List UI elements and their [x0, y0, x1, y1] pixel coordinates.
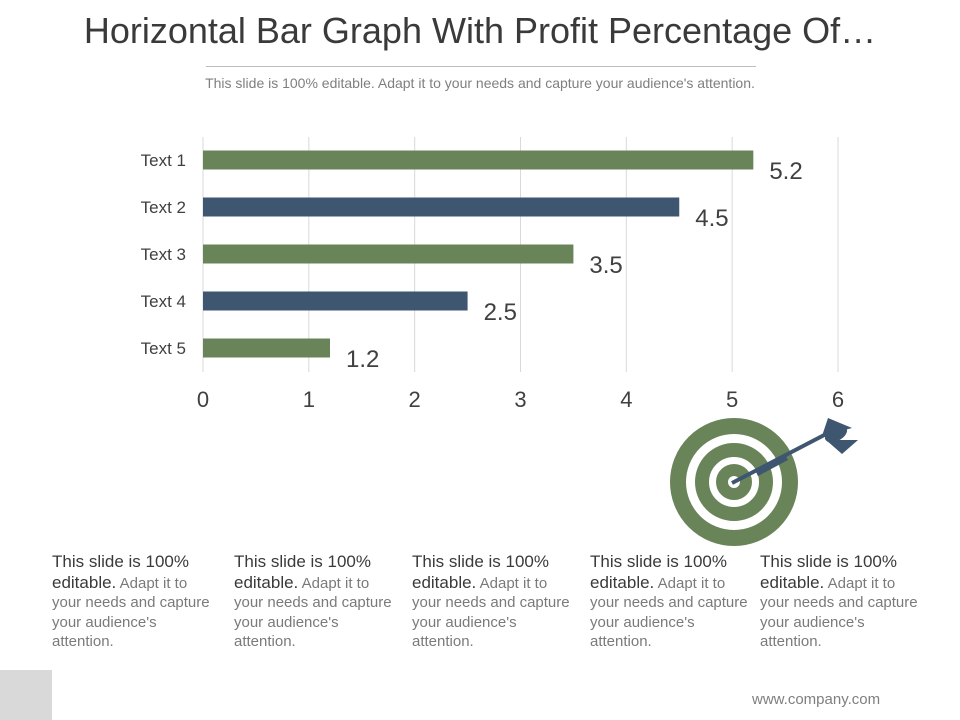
text-block-lead: This slide is 100% editable. [760, 552, 898, 592]
category-label: Text 5 [141, 339, 186, 358]
x-tick-label: 4 [620, 387, 632, 412]
text-block-body: Adapt it to your needs and capture your … [52, 574, 210, 651]
title-divider [206, 66, 756, 67]
dart-icon [731, 418, 858, 485]
data-label: 1.2 [346, 346, 379, 373]
category-label: Text 1 [141, 151, 186, 170]
bar [203, 291, 468, 311]
text-block-lead: This slide is 100% editable. [234, 552, 372, 592]
bar [203, 338, 330, 358]
x-tick-label: 6 [832, 387, 844, 412]
target-ring-outer [670, 418, 798, 546]
bar [203, 244, 574, 264]
text-block-2: This slide is 100% editable. Adapt it to… [234, 552, 394, 652]
data-label: 4.5 [695, 205, 728, 232]
slide-subtitle: This slide is 100% editable. Adapt it to… [205, 75, 755, 91]
x-tick-label: 3 [514, 387, 526, 412]
slide-title: Horizontal Bar Graph With Profit Percent… [83, 10, 877, 51]
bar [203, 150, 754, 170]
text-block-lead: This slide is 100% editable. [412, 552, 550, 592]
text-block-1: This slide is 100% editable. Adapt it to… [52, 552, 212, 652]
data-label: 5.2 [769, 158, 802, 185]
category-label: Text 3 [141, 245, 186, 264]
text-block-5: This slide is 100% editable. Adapt it to… [760, 552, 920, 652]
text-block-body: Adapt it to your needs and capture your … [590, 574, 748, 651]
text-blocks: This slide is 100% editable. Adapt it to… [0, 552, 960, 662]
data-label: 3.5 [589, 252, 622, 279]
category-label: Text 2 [141, 198, 186, 217]
text-block-lead: This slide is 100% editable. [590, 552, 728, 592]
x-tick-label: 2 [409, 387, 421, 412]
text-block-3: This slide is 100% editable. Adapt it to… [412, 552, 572, 652]
text-block-lead: This slide is 100% editable. [52, 552, 190, 592]
target-ring-inner [716, 464, 752, 500]
text-block-body: Adapt it to your needs and capture your … [760, 574, 918, 651]
footer-url: www.company.com [752, 691, 881, 708]
text-block-body: Adapt it to your needs and capture your … [412, 574, 570, 651]
footer-decoration [0, 670, 52, 720]
x-tick-label: 5 [726, 387, 738, 412]
target-icon [670, 418, 858, 546]
x-tick-label: 1 [303, 387, 315, 412]
category-label: Text 4 [141, 292, 186, 311]
bar [203, 197, 680, 217]
text-block-4: This slide is 100% editable. Adapt it to… [590, 552, 750, 652]
text-block-body: Adapt it to your needs and capture your … [234, 574, 392, 651]
bar-chart: 0 1 2 3 4 5 6 Text 1 5.2 Text 2 4.5 Text 3 3.5 Text 4… [141, 137, 844, 412]
target-ring-middle [695, 443, 773, 521]
data-label: 2.5 [484, 299, 517, 326]
x-tick-label: 0 [197, 387, 209, 412]
